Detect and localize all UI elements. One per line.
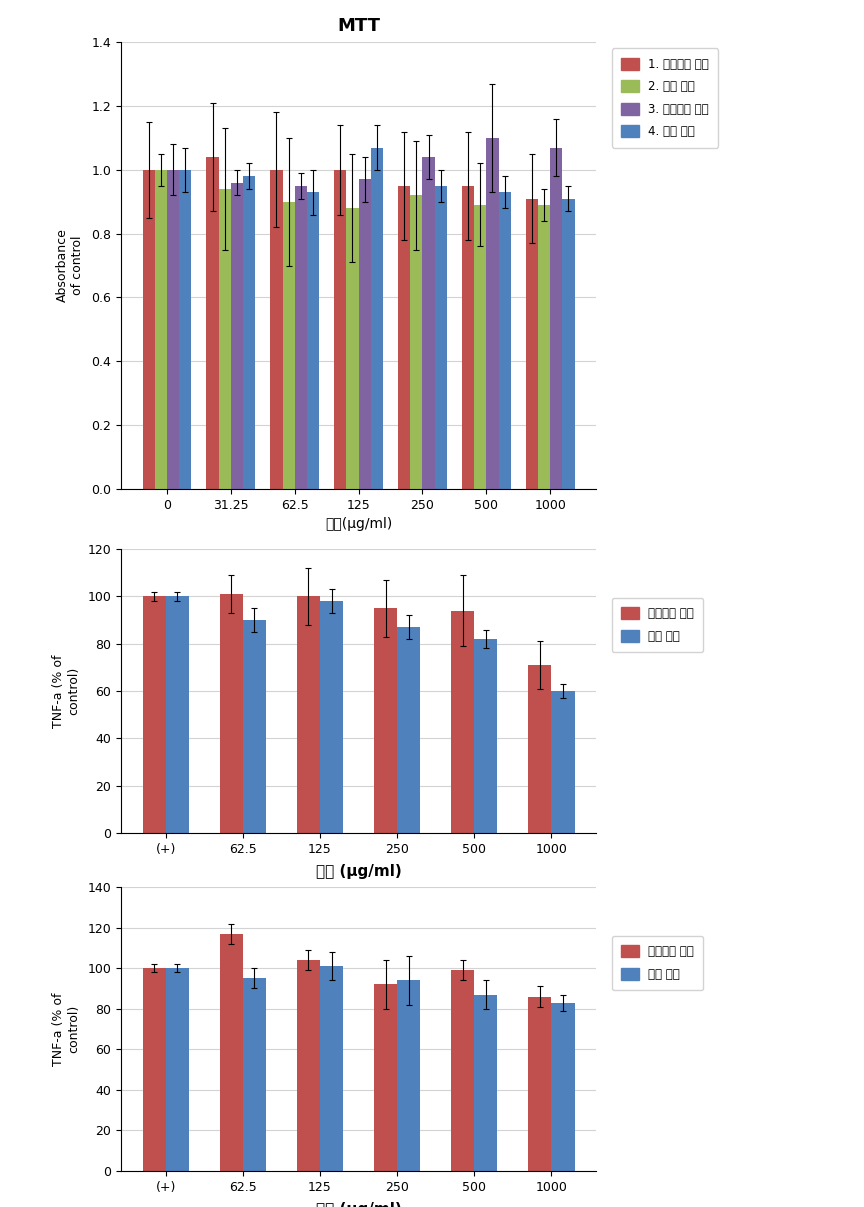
Bar xyxy=(334,170,346,489)
Bar xyxy=(528,997,551,1171)
Bar xyxy=(374,985,397,1171)
Legend: 1. 헤이워드 과육, 2. 비단 과육, 3. 헤이워드 껍질, 4. 비단 껍질: 1. 헤이워드 과육, 2. 비단 과육, 3. 헤이워드 껍질, 4. 비단 … xyxy=(612,48,718,147)
Bar xyxy=(474,995,498,1171)
Bar xyxy=(219,934,243,1171)
Bar xyxy=(451,611,474,833)
Bar xyxy=(320,601,343,833)
X-axis label: 농도 (μg/ml): 농도 (μg/ml) xyxy=(315,1202,402,1207)
Bar xyxy=(538,205,550,489)
X-axis label: 농도 (μg/ml): 농도 (μg/ml) xyxy=(315,864,402,879)
Bar xyxy=(486,138,499,489)
Title: MTT: MTT xyxy=(337,17,380,35)
Bar xyxy=(551,690,575,833)
Bar xyxy=(359,180,371,489)
Bar xyxy=(166,968,189,1171)
Bar xyxy=(143,968,166,1171)
Bar xyxy=(219,189,231,489)
Bar xyxy=(295,186,307,489)
Bar xyxy=(219,594,243,833)
Bar xyxy=(528,665,551,833)
Legend: 헤이워드 껍질, 비단 껍질: 헤이워드 껍질, 비단 껍질 xyxy=(612,935,703,990)
Bar xyxy=(167,170,179,489)
Bar xyxy=(243,620,266,833)
Bar xyxy=(562,199,575,489)
Bar xyxy=(283,202,295,489)
Bar xyxy=(435,186,447,489)
Bar xyxy=(397,628,420,833)
Bar xyxy=(398,186,410,489)
Bar xyxy=(179,170,191,489)
Bar xyxy=(297,596,320,833)
Bar xyxy=(166,596,189,833)
Bar xyxy=(320,966,343,1171)
Bar xyxy=(297,960,320,1171)
Bar xyxy=(143,596,166,833)
Bar xyxy=(499,192,511,489)
Bar xyxy=(451,970,474,1171)
Y-axis label: TNF-a (% of
control): TNF-a (% of control) xyxy=(53,992,80,1066)
Bar xyxy=(410,196,422,489)
Bar xyxy=(243,176,255,489)
Bar xyxy=(307,192,319,489)
Bar xyxy=(374,608,397,833)
Bar xyxy=(397,980,420,1171)
Bar xyxy=(422,157,435,489)
Bar xyxy=(550,147,562,489)
Bar xyxy=(371,147,383,489)
Bar xyxy=(206,157,219,489)
X-axis label: 농도(μg/ml): 농도(μg/ml) xyxy=(325,517,392,531)
Y-axis label: Absorbance
of control: Absorbance of control xyxy=(56,228,85,303)
Bar xyxy=(526,199,538,489)
Bar xyxy=(462,186,474,489)
Bar xyxy=(474,639,498,833)
Bar xyxy=(243,979,266,1171)
Bar xyxy=(231,182,243,489)
Bar xyxy=(270,170,283,489)
Bar xyxy=(474,205,486,489)
Bar xyxy=(551,1003,575,1171)
Y-axis label: TNF-a (% of
control): TNF-a (% of control) xyxy=(53,654,80,728)
Bar xyxy=(143,170,155,489)
Bar xyxy=(155,170,167,489)
Legend: 헤이워드 과육, 비단 과육: 헤이워드 과육, 비단 과육 xyxy=(612,597,703,652)
Bar xyxy=(346,208,359,489)
